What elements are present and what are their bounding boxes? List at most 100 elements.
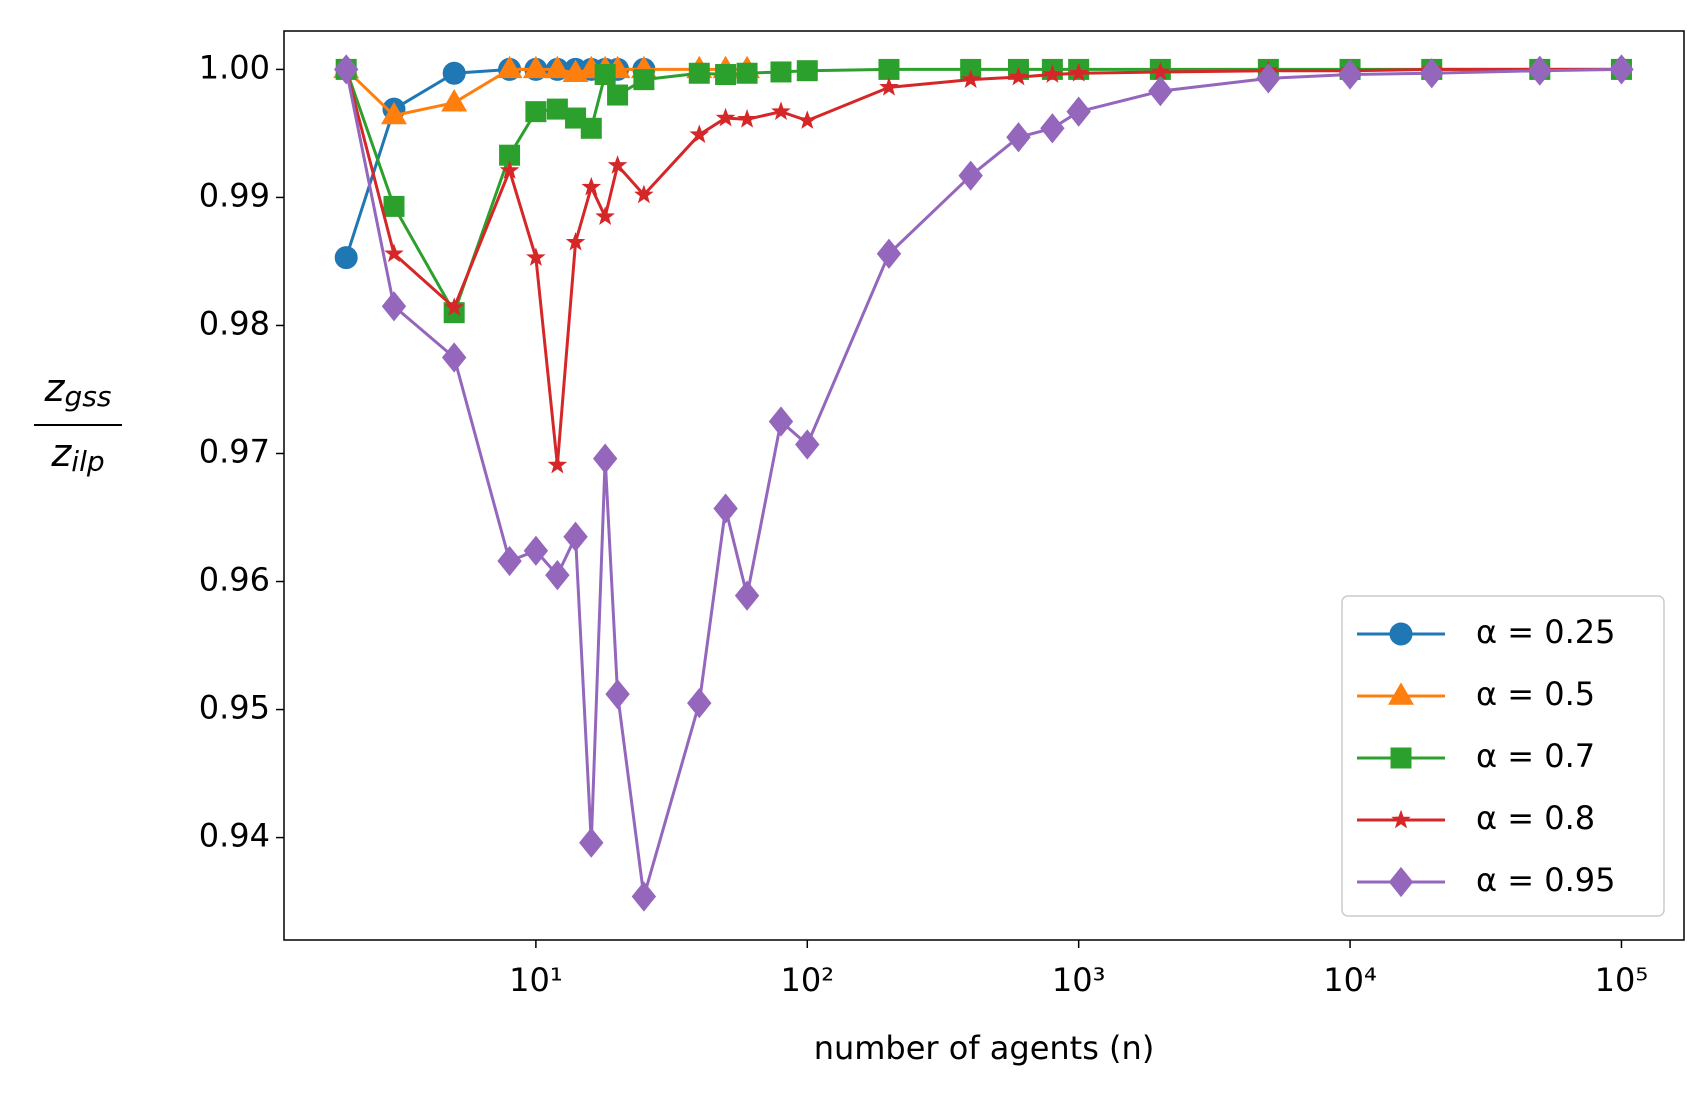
marker	[499, 160, 520, 179]
y-tick-label: 0.97	[199, 432, 270, 470]
x-tick-label: 10⁵	[1595, 961, 1649, 999]
legend-marker	[1390, 747, 1412, 769]
marker	[607, 84, 629, 106]
marker	[797, 110, 818, 129]
ylabel-base: z	[50, 431, 72, 475]
ylabel-sub: ilp	[71, 445, 104, 478]
marker	[734, 580, 760, 611]
marker	[546, 98, 568, 120]
y-tick-label: 0.94	[199, 817, 270, 855]
ylabel-sub: gss	[65, 380, 112, 413]
marker	[522, 55, 549, 79]
marker	[594, 64, 616, 86]
marker	[876, 238, 902, 269]
marker	[1609, 54, 1634, 85]
marker	[607, 155, 628, 174]
legend-label: α = 0.8	[1476, 799, 1595, 837]
marker	[771, 101, 791, 120]
x-tick-label: 10¹	[509, 961, 563, 999]
marker	[442, 61, 466, 85]
marker	[563, 521, 588, 552]
marker	[1150, 61, 1171, 81]
y-tick-label: 1.00	[199, 48, 270, 86]
marker	[1040, 113, 1065, 144]
legend-label: α = 0.7	[1476, 737, 1595, 775]
marker	[595, 206, 615, 225]
marker	[960, 69, 981, 88]
ylabel-denominator: zilp	[50, 431, 104, 479]
plot-frame	[283, 30, 1685, 941]
marker	[334, 246, 358, 270]
marker	[523, 535, 549, 566]
marker	[381, 101, 407, 125]
legend-marker	[1391, 809, 1411, 829]
marker	[497, 545, 522, 577]
marker	[879, 77, 899, 96]
marker	[605, 679, 630, 710]
marker	[631, 881, 657, 912]
marker	[444, 297, 464, 316]
series	[333, 54, 1634, 912]
marker	[580, 117, 602, 139]
y-tick-label: 0.96	[199, 561, 270, 599]
legend-label: α = 0.25	[1476, 613, 1616, 651]
marker	[441, 342, 467, 373]
marker	[1337, 59, 1363, 90]
marker	[796, 60, 818, 82]
marker	[1066, 96, 1091, 127]
marker	[592, 443, 618, 474]
marker	[1042, 64, 1063, 83]
marker	[1256, 63, 1281, 94]
marker	[715, 64, 737, 86]
legend-label: α = 0.5	[1476, 675, 1595, 713]
y-tick-label: 0.99	[199, 176, 270, 214]
marker	[958, 160, 983, 191]
marker	[715, 107, 736, 127]
legend-marker	[1389, 622, 1413, 646]
marker	[1419, 58, 1444, 89]
marker	[768, 406, 794, 437]
x-tick-label: 10²	[781, 961, 835, 999]
marker	[1006, 122, 1031, 153]
x-axis-label: number of agents (n)	[814, 1029, 1155, 1067]
marker	[1527, 55, 1552, 86]
marker	[383, 195, 405, 217]
legend-marker	[1388, 866, 1414, 898]
marker	[333, 54, 359, 85]
marker	[770, 61, 792, 83]
ylabel-base: z	[44, 366, 66, 410]
legend-label: α = 0.95	[1476, 861, 1616, 899]
x-tick-label: 10³	[1052, 961, 1106, 999]
marker	[525, 101, 547, 123]
legend: α = 0.25 α = 0.5 α = 0.7 α = 0.8 α = 0.95	[1341, 595, 1665, 917]
marker	[687, 688, 712, 719]
legend-box	[1341, 595, 1665, 917]
marker	[579, 827, 604, 858]
y-tick-label: 0.95	[199, 689, 270, 727]
marker	[496, 55, 523, 79]
marker	[1068, 62, 1089, 82]
marker	[384, 243, 404, 263]
marker	[1148, 76, 1173, 107]
ylabel-numerator: zgss	[44, 366, 112, 414]
marker	[544, 55, 571, 79]
marker	[795, 429, 820, 460]
legend-marker	[1388, 682, 1414, 705]
marker	[441, 89, 468, 112]
marker	[634, 184, 654, 204]
marker	[545, 560, 570, 591]
marker	[633, 69, 655, 91]
y-axis-label: zgss zilp	[34, 366, 122, 479]
marker	[581, 176, 602, 196]
marker	[736, 62, 758, 84]
marker	[688, 62, 710, 84]
marker	[713, 493, 738, 524]
marker	[878, 58, 900, 80]
marker	[689, 124, 710, 144]
marker	[547, 454, 568, 474]
y-tick-label: 0.98	[199, 304, 270, 342]
marker	[737, 109, 757, 128]
marker	[381, 291, 407, 322]
